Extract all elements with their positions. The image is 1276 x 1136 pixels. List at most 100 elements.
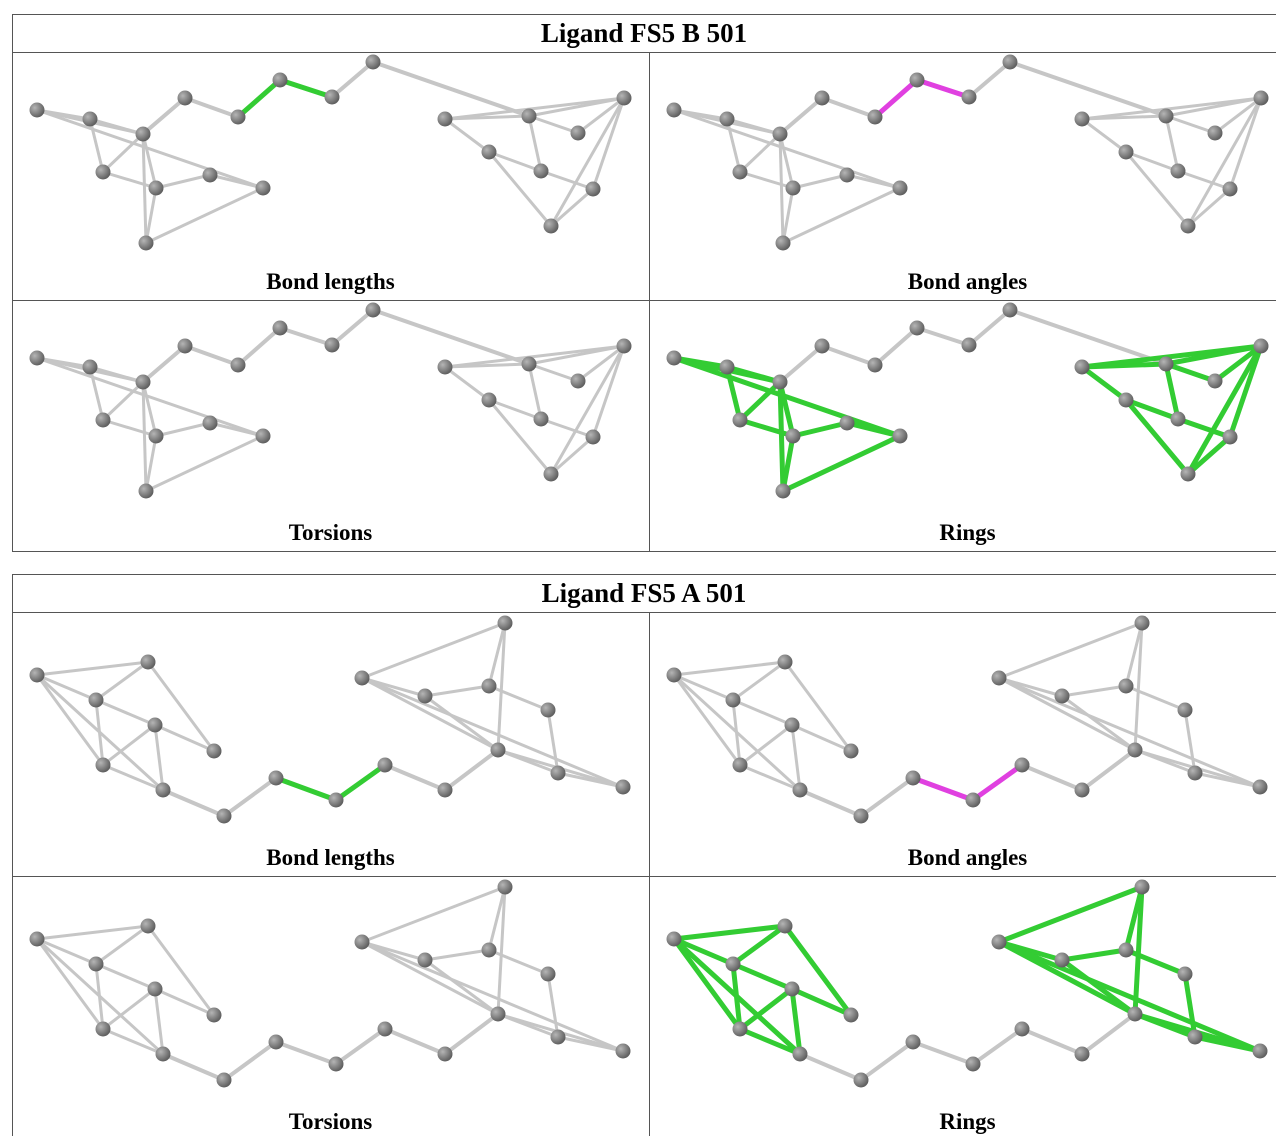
atom [202,415,218,431]
ring-bond [737,1026,803,1057]
atom [792,782,808,798]
atom [88,956,104,972]
bond [222,776,278,818]
cell-label: Torsions [289,520,373,545]
atom [570,373,586,389]
bond [236,326,282,367]
molecule [29,54,632,251]
atom [268,1034,284,1050]
atom [719,359,735,375]
bond [591,96,626,191]
highlight-bond [333,762,388,803]
bond [1080,748,1137,792]
bond [487,398,543,421]
atom [732,1021,748,1037]
atom [1118,678,1134,694]
atom [1054,952,1070,968]
ring-bond [1192,1034,1263,1054]
ring-bond [789,986,803,1057]
atom [481,942,497,958]
bond [725,117,742,174]
bond [443,117,491,154]
bond [443,748,500,792]
atom [785,180,801,196]
bond [790,723,802,792]
atom [437,111,453,127]
bond [725,117,782,136]
bond [487,150,543,173]
atom [1170,411,1186,427]
atom [1134,879,1150,895]
bond [443,344,626,369]
atom [867,357,883,373]
atom [784,717,800,733]
bond [154,173,212,190]
bond [443,365,491,402]
bond [94,924,150,966]
ring-bond [777,379,786,494]
atom [666,350,682,366]
bond [781,186,795,245]
atom [1180,218,1196,234]
atom [853,808,869,824]
atom [1222,181,1238,197]
bond [423,958,500,1016]
ring-bond [737,986,795,1032]
bond [94,962,157,991]
bond [278,326,334,347]
bond [35,673,105,767]
atom [377,757,393,773]
ring-bond [1163,361,1218,384]
bond [487,684,550,712]
ring-bond [1212,343,1264,384]
bond [141,132,148,245]
atom [540,966,556,982]
bond [94,698,105,767]
atom [1118,144,1134,160]
bond [1164,114,1217,135]
bond [161,788,226,818]
bond [791,173,849,190]
bond [141,344,187,384]
bond [1060,684,1128,698]
bond [35,356,265,438]
atom [148,180,164,196]
atom [354,934,370,950]
bond [1008,308,1168,366]
ring-bond [671,936,736,967]
atom [1158,356,1174,372]
atom [437,1046,453,1062]
atom [543,218,559,234]
bond [423,948,491,962]
ring-bond [1163,361,1181,422]
bond [1133,621,1144,752]
ring-bond [1185,434,1233,477]
atom [324,89,340,105]
atom [1207,125,1223,141]
atom [230,357,246,373]
atom [272,72,288,88]
atom [1074,111,1090,127]
bond [873,326,919,367]
atom [843,1007,859,1023]
atom [905,1034,921,1050]
bond [101,1027,165,1056]
atom [1118,392,1134,408]
bond [1124,621,1144,688]
atom [272,320,288,336]
bond [549,96,626,228]
bond [88,117,145,136]
bond [443,1012,500,1056]
bond [141,380,148,493]
bond [101,763,165,792]
bond [487,398,553,476]
ring-bond [671,923,788,942]
atom [961,89,977,105]
atom [570,125,586,141]
ring-bond [671,936,743,1032]
bond [911,1040,975,1066]
atom [1252,779,1268,795]
atom [991,670,1007,686]
bond [1186,187,1232,228]
molecule [666,54,1269,251]
